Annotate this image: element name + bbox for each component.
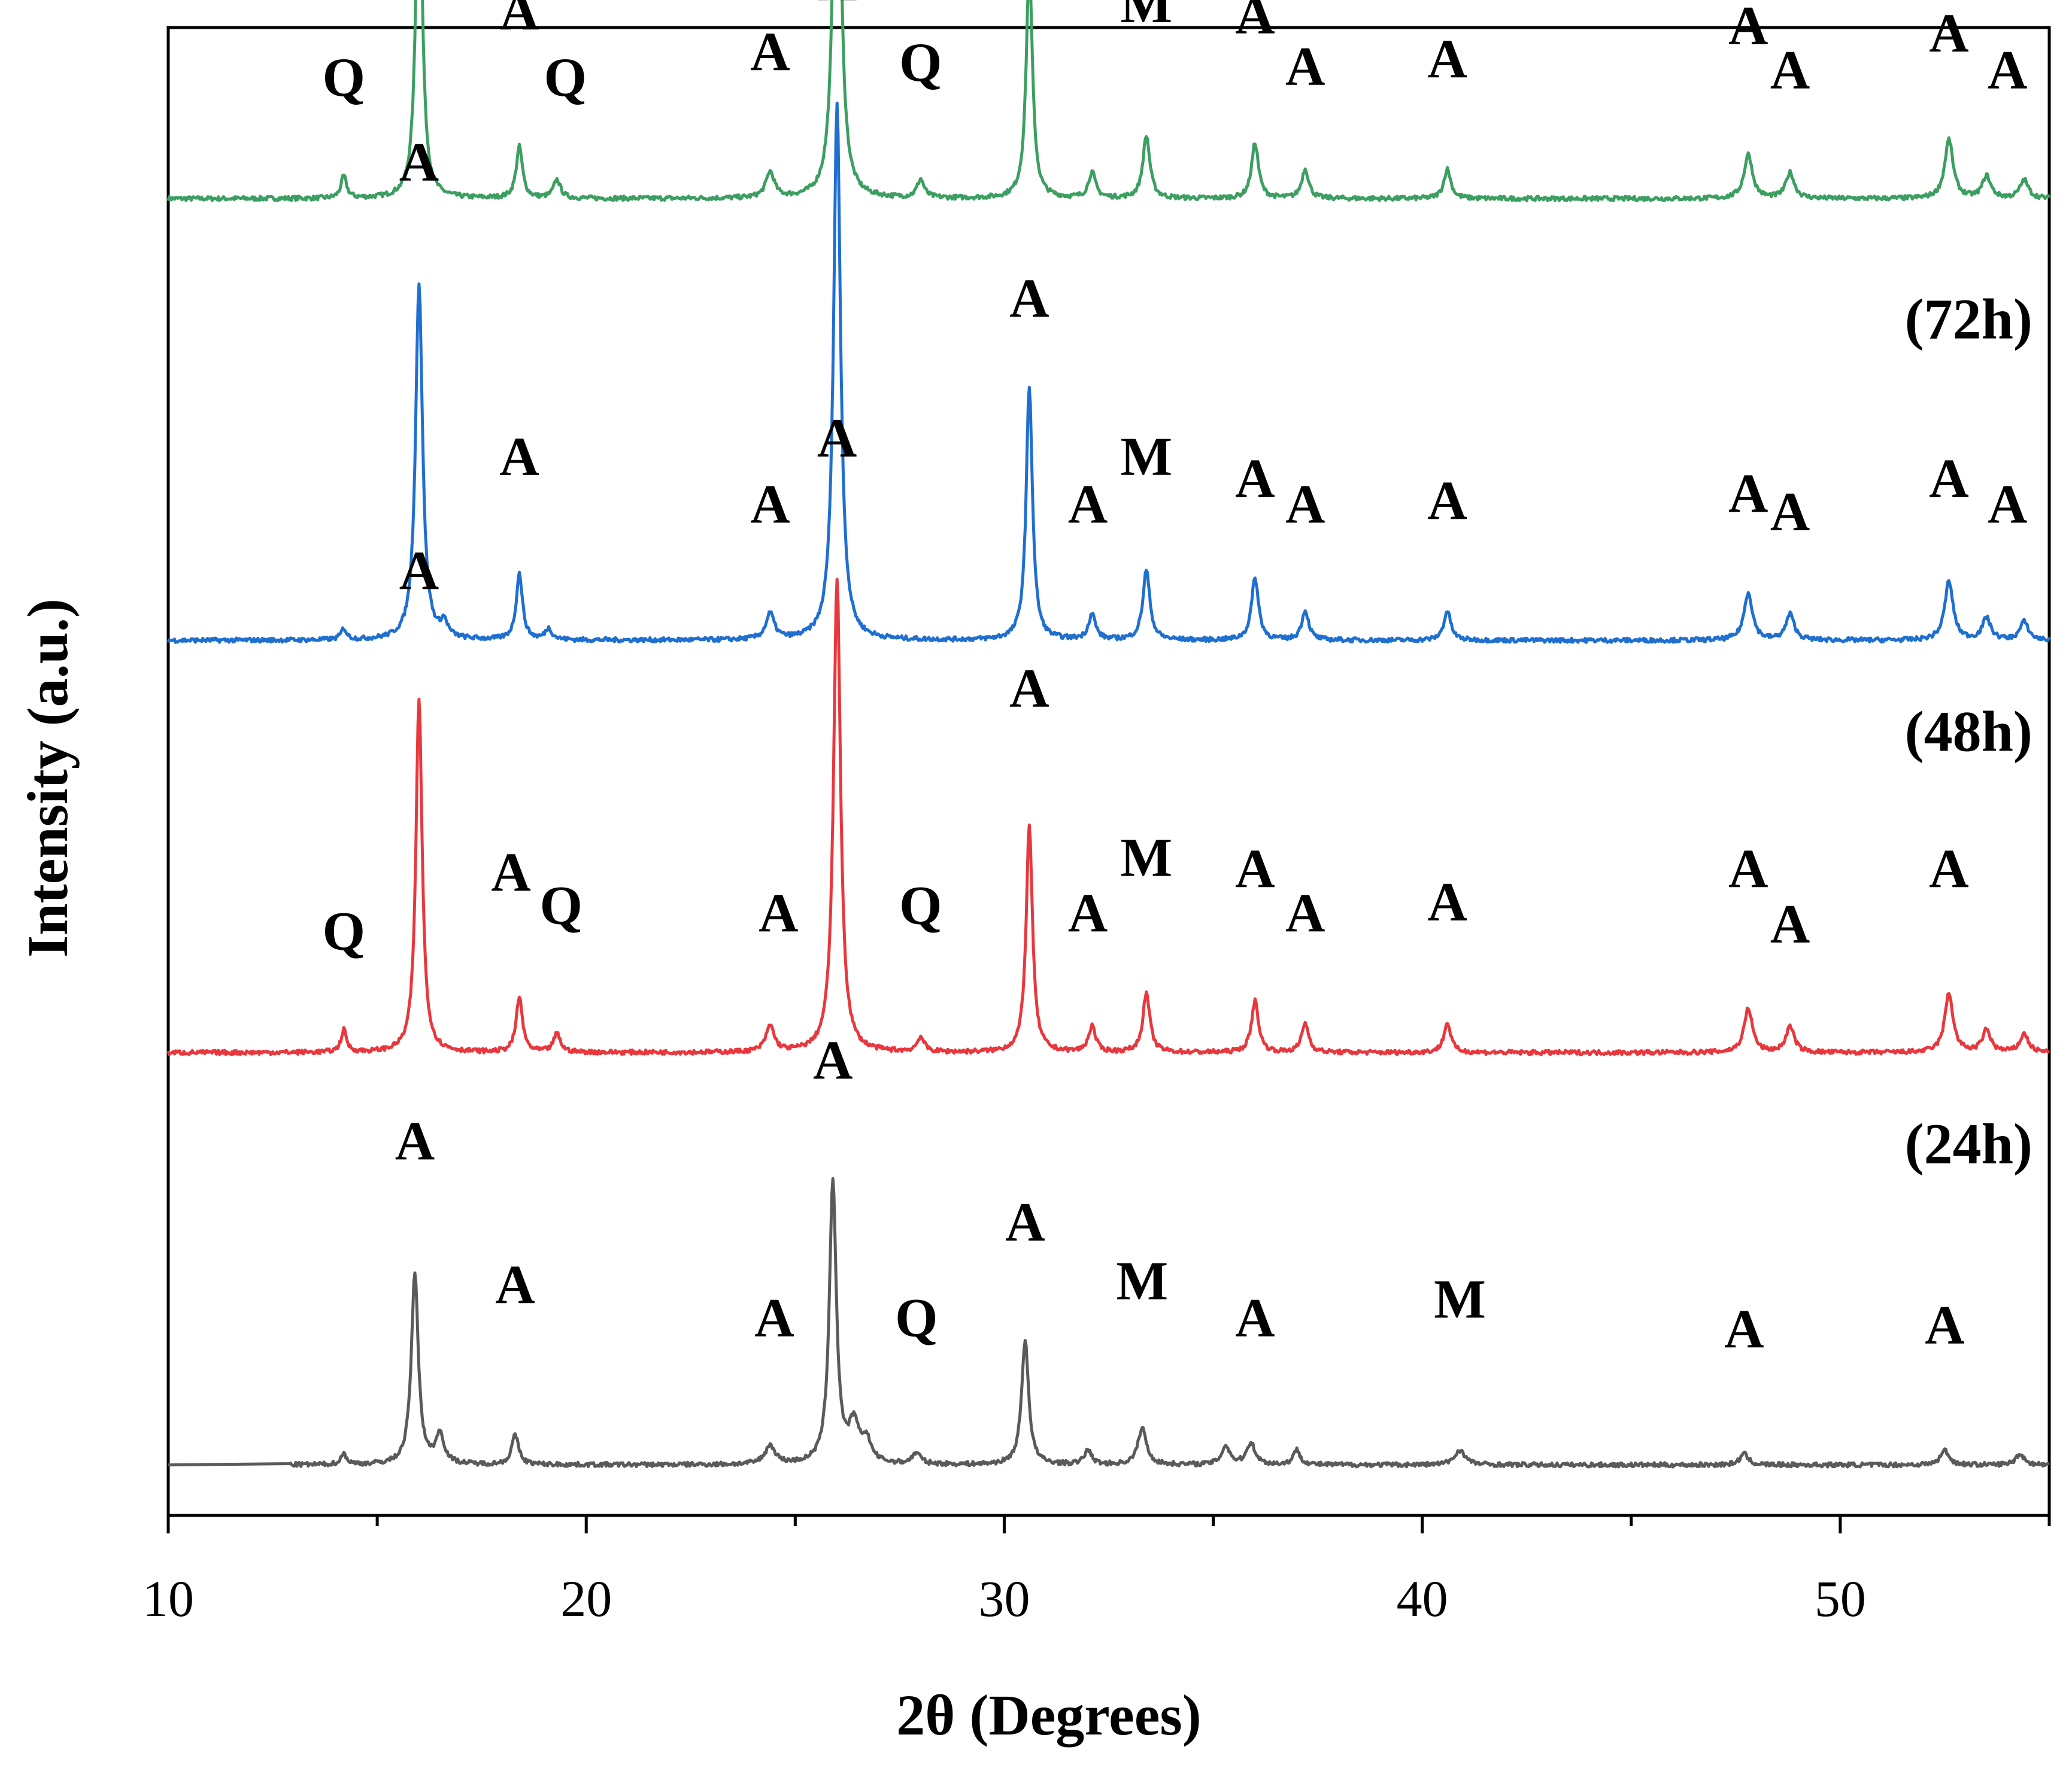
peak-label: A — [817, 0, 857, 12]
peak-label: A — [1925, 1295, 1964, 1356]
peak-label: A — [1988, 40, 2027, 101]
peak-label: Q — [899, 32, 942, 93]
peak-annotations: QAAQAAQAMAAAAAAAAAAAAAMAAAAAAAQAAQAAQAAM… — [322, 0, 2027, 1359]
peak-label: Q — [322, 901, 365, 962]
peak-label: A — [1285, 35, 1325, 96]
peak-label: M — [1434, 1269, 1486, 1330]
peak-label: A — [750, 473, 790, 534]
peak-label: Q — [895, 1287, 938, 1348]
series-label: (24h) — [1905, 1111, 2032, 1175]
series-label: (48h) — [1905, 700, 2032, 764]
peak-label: A — [817, 408, 857, 469]
peak-label: A — [491, 842, 530, 903]
peak-label: A — [1009, 268, 1049, 329]
series-label: (72h) — [1905, 287, 2032, 351]
x-tick-label: 50 — [1815, 1570, 1866, 1627]
peak-label: A — [1929, 838, 1968, 899]
peak-label: A — [399, 131, 439, 192]
peak-label: A — [1009, 658, 1049, 719]
peak-label: M — [1120, 0, 1172, 34]
peak-label: A — [1929, 448, 1968, 509]
peak-label: A — [1728, 838, 1768, 899]
peak-label: A — [1235, 1287, 1275, 1348]
peak-label: Q — [540, 875, 583, 936]
xrd-trace-24h — [168, 1177, 2050, 1469]
peak-label: A — [754, 1287, 794, 1348]
peak-label: A — [1929, 2, 1968, 63]
peak-label: Q — [899, 875, 942, 936]
x-tick-label: 20 — [560, 1570, 612, 1627]
xrd-traces — [166, 0, 2051, 1469]
peak-label: A — [1724, 1298, 1764, 1359]
peak-label: A — [1005, 1191, 1045, 1252]
peak-label: A — [1427, 470, 1467, 531]
y-axis-title: Intensity (a.u.) — [16, 599, 80, 958]
xrd-trace-72h — [166, 101, 2051, 644]
peak-label: A — [1235, 448, 1275, 509]
x-axis-ticks — [166, 1515, 2051, 1533]
peak-label: A — [1770, 893, 1810, 954]
peak-label: A — [1235, 0, 1275, 45]
peak-label: A — [1988, 473, 2027, 534]
peak-label: A — [759, 882, 798, 943]
peak-label: A — [1728, 0, 1768, 56]
peak-label: A — [399, 540, 439, 601]
peak-label: A — [395, 1110, 435, 1171]
peak-label: A — [1770, 40, 1810, 101]
xrd-trace-48h — [166, 578, 2050, 1056]
peak-label: Q — [544, 47, 587, 108]
xrd-trace-96h — [166, 0, 2051, 202]
x-axis-title: 2θ (Degrees) — [896, 1683, 1201, 1747]
peak-label: A — [1285, 882, 1325, 943]
peak-label: M — [1116, 1250, 1168, 1311]
peak-label: A — [499, 426, 539, 487]
plot-frame — [166, 26, 2051, 1517]
peak-label: A — [1235, 838, 1275, 899]
peak-label: A — [813, 1029, 853, 1090]
x-axis-tick-labels: 10 20 30 40 50 — [142, 1570, 1866, 1627]
peak-label: A — [1068, 473, 1108, 534]
peak-label: A — [495, 1254, 535, 1315]
peak-label: A — [1728, 463, 1768, 524]
peak-label: M — [1120, 827, 1172, 888]
peak-label: A — [1427, 28, 1467, 89]
peak-label: A — [499, 0, 539, 41]
peak-label: A — [1770, 481, 1810, 542]
peak-label: A — [750, 21, 790, 82]
peak-label: Q — [322, 47, 365, 108]
peak-label: A — [1068, 882, 1108, 943]
peak-label: A — [1427, 871, 1467, 932]
peak-label: M — [1120, 426, 1172, 487]
x-tick-label: 10 — [142, 1570, 194, 1627]
x-tick-label: 30 — [978, 1570, 1030, 1627]
peak-label: A — [1285, 473, 1325, 534]
series-labels: (96h)(72h)(48h)(24h) — [1905, 287, 2032, 1176]
x-tick-label: 40 — [1397, 1570, 1448, 1627]
